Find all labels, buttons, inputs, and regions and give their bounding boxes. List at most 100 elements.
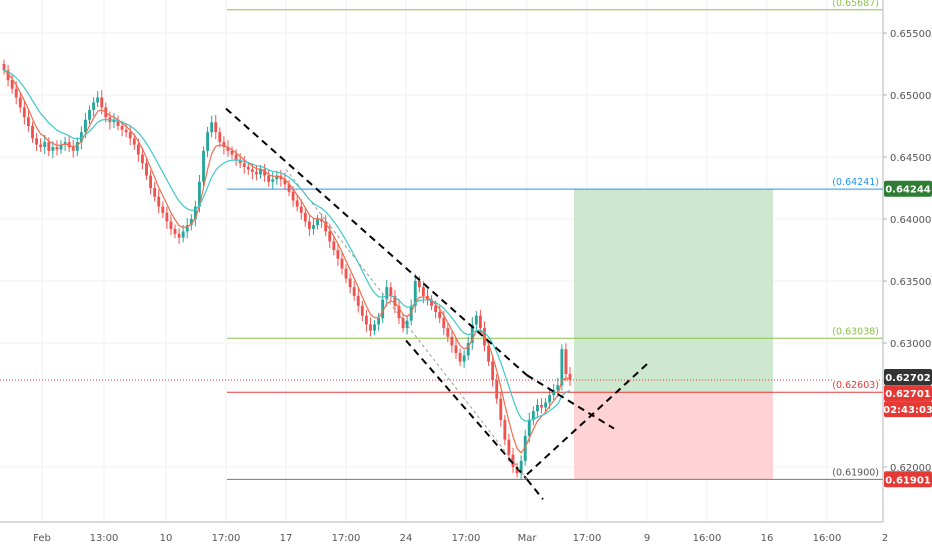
- candle-body: [503, 419, 507, 440]
- candle-body: [430, 299, 433, 306]
- candle-body: [454, 345, 458, 353]
- candle-body: [71, 147, 75, 151]
- candle-body: [299, 206, 303, 213]
- candle-body: [242, 163, 246, 167]
- price-tick-label: 0.63500: [890, 277, 931, 288]
- candle-body: [181, 231, 185, 238]
- candle-body: [348, 278, 352, 288]
- candle-body: [250, 169, 254, 172]
- candle-body: [271, 179, 275, 182]
- candle-body: [373, 324, 376, 331]
- candle-body: [100, 97, 104, 108]
- candle-body: [92, 102, 96, 110]
- time-axis[interactable]: Feb 13:00 10 17:00 17 17:00 24 17:00 Mar 17:00 9 16…: [0, 521, 888, 544]
- level-label-bg: [833, 0, 879, 9]
- candle-body: [340, 258, 344, 269]
- candle-body: [218, 132, 222, 143]
- time-tick-label: 9: [644, 533, 650, 544]
- candle-body: [193, 206, 197, 219]
- candle-body: [519, 460, 523, 474]
- profit-zone: [574, 189, 773, 393]
- candle-body: [14, 88, 18, 98]
- candle-body: [291, 191, 295, 201]
- time-tick-label: 13:00: [90, 533, 119, 544]
- candle-body: [352, 287, 356, 296]
- time-tick-label: 16:00: [813, 533, 842, 544]
- candle-body: [344, 268, 348, 279]
- candle-body: [466, 343, 470, 356]
- candle-body: [316, 219, 319, 226]
- candle-body: [401, 318, 405, 329]
- candle-body: [527, 419, 531, 436]
- price-tick-label: 0.62000: [890, 463, 931, 474]
- candle-body: [478, 315, 482, 329]
- price-tick-label: 0.64000: [890, 215, 931, 226]
- candle-body: [10, 80, 14, 89]
- candle-body: [88, 109, 91, 120]
- candle-body: [548, 395, 552, 403]
- candle-body: [421, 287, 425, 296]
- candle-body: [259, 169, 262, 175]
- candle-body: [206, 132, 210, 151]
- time-tick-label: 16:00: [693, 533, 722, 544]
- candle-body: [96, 97, 100, 103]
- time-tick-label: 17:00: [573, 533, 602, 544]
- price-tag-bg: [884, 385, 932, 402]
- candlesticks: [2, 59, 572, 480]
- candle-body: [63, 142, 67, 145]
- candle-body: [145, 163, 148, 176]
- level-label-bg: [833, 175, 879, 189]
- time-tick-label: 17:00: [332, 533, 361, 544]
- candle-body: [495, 380, 499, 399]
- candle-body: [434, 305, 438, 312]
- candle-body: [189, 219, 193, 226]
- candle-body: [531, 411, 535, 420]
- position-zones: [574, 189, 773, 480]
- price-tick-label: 0.64500: [890, 153, 931, 164]
- upper-trendline-ext: [526, 374, 615, 430]
- candle-body: [556, 385, 560, 391]
- candle-body: [238, 159, 242, 164]
- price-tag-label: 0.64244: [885, 185, 931, 196]
- candle-body: [511, 454, 515, 467]
- ema-fast-line: [3, 69, 571, 454]
- candle-body: [442, 318, 446, 329]
- candle-body: [413, 281, 417, 306]
- candle-body: [328, 231, 332, 242]
- price-tick-label: 0.65000: [890, 91, 931, 102]
- candle-body: [487, 345, 490, 362]
- candle-body: [47, 142, 51, 151]
- candle-body: [462, 355, 466, 362]
- candle-body: [35, 138, 39, 145]
- level-label-upper-target: (0.65687): [832, 0, 879, 9]
- candle-body: [2, 64, 6, 71]
- time-tick-label: 17:00: [452, 533, 481, 544]
- candle-body: [552, 390, 556, 396]
- time-tick-label: 24: [400, 533, 413, 544]
- candle-body: [120, 126, 124, 130]
- candle-body: [381, 299, 385, 319]
- candle-body: [165, 212, 169, 222]
- price-tag-label: 0.62702: [885, 373, 931, 384]
- time-tick-label: 17: [280, 533, 293, 544]
- candle-body: [230, 150, 234, 155]
- level-label-entry: (0.62603): [832, 380, 879, 391]
- time-tick-label: 10: [160, 533, 173, 544]
- candle-body: [141, 154, 144, 164]
- trendlines[interactable]: [225, 107, 648, 500]
- candle-body: [157, 196, 161, 207]
- level-label-bg: [833, 465, 879, 479]
- candle-body: [499, 398, 503, 420]
- candle-body: [397, 305, 401, 319]
- candle-body: [544, 402, 547, 408]
- loss-zone: [574, 392, 773, 480]
- candle-body: [332, 241, 336, 250]
- candle-body: [161, 206, 165, 213]
- level-label-bg: [833, 378, 879, 392]
- price-tick-label: 0.65500: [890, 29, 931, 40]
- candle-body: [18, 97, 22, 108]
- ema-slow-line: [3, 69, 571, 422]
- price-axis[interactable]: 0.65500 0.65000 0.64500 0.64000 0.63500 0.630…: [882, 0, 932, 550]
